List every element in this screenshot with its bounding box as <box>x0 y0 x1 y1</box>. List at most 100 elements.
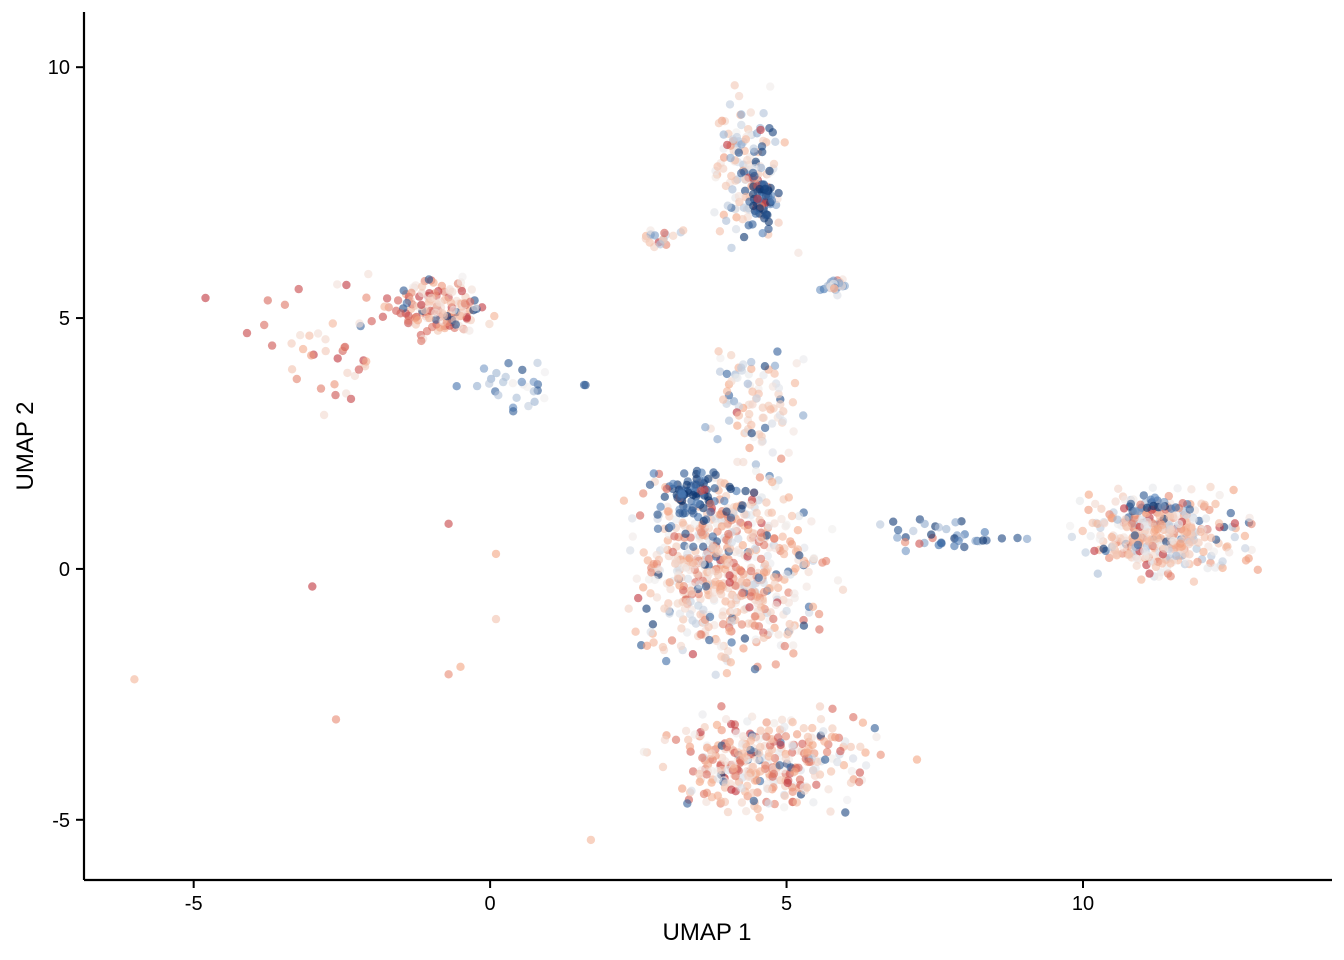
data-point <box>704 474 713 483</box>
data-point <box>417 282 427 291</box>
data-point <box>809 765 818 775</box>
data-point <box>1206 482 1215 492</box>
data-point <box>714 546 723 556</box>
data-point <box>766 82 775 91</box>
data-point <box>790 589 799 598</box>
data-point <box>727 600 736 609</box>
data-point <box>762 732 771 741</box>
data-point <box>362 293 371 302</box>
data-point <box>826 767 836 776</box>
data-point <box>634 593 643 603</box>
data-point <box>792 359 801 368</box>
data-point <box>296 331 305 340</box>
data-point <box>734 192 744 201</box>
data-point <box>1136 500 1145 509</box>
data-point <box>759 371 768 380</box>
data-point <box>649 559 658 569</box>
data-point <box>678 518 687 527</box>
data-point <box>824 785 833 794</box>
data-point <box>762 718 771 727</box>
data-point <box>777 514 786 524</box>
data-point <box>635 511 645 520</box>
data-point <box>721 757 730 766</box>
data-point <box>1206 533 1216 542</box>
data-point <box>759 540 769 550</box>
data-point <box>402 298 412 308</box>
data-point <box>746 592 756 601</box>
data-point <box>700 723 709 732</box>
data-point <box>540 394 549 403</box>
data-point <box>722 507 731 516</box>
data-point <box>680 563 689 573</box>
data-point <box>719 395 728 404</box>
data-point <box>698 753 707 762</box>
data-point <box>1022 534 1032 544</box>
data-point <box>677 489 686 498</box>
data-point <box>435 298 444 307</box>
data-point <box>691 492 701 501</box>
data-point <box>1176 539 1185 548</box>
data-point <box>1091 499 1100 509</box>
data-point <box>753 598 762 608</box>
data-point <box>745 603 754 612</box>
data-point <box>745 547 754 557</box>
data-point <box>319 410 329 420</box>
data-point <box>809 553 819 563</box>
data-point <box>738 588 747 598</box>
data-point <box>1193 557 1202 567</box>
data-point <box>1099 544 1108 553</box>
data-point <box>393 296 403 305</box>
data-point <box>382 294 392 303</box>
data-point <box>698 710 707 719</box>
data-point <box>728 185 737 194</box>
data-point <box>821 556 831 566</box>
data-point <box>750 171 759 181</box>
data-point <box>342 280 351 290</box>
data-point <box>485 379 494 388</box>
data-point <box>1133 540 1143 550</box>
data-point <box>731 373 740 382</box>
data-point <box>460 299 469 308</box>
data-point <box>697 528 706 537</box>
data-point <box>305 331 314 340</box>
data-point <box>752 508 761 517</box>
data-point <box>444 519 453 528</box>
data-point <box>1225 548 1234 557</box>
data-point <box>767 508 776 517</box>
data-point <box>754 573 763 582</box>
data-point <box>893 533 902 542</box>
data-point <box>774 218 783 227</box>
data-point <box>509 407 518 416</box>
data-point <box>711 470 720 480</box>
data-point <box>660 492 669 501</box>
data-point <box>846 742 855 752</box>
data-point <box>756 163 766 173</box>
data-point <box>458 308 467 317</box>
data-point <box>822 747 832 757</box>
data-point <box>738 541 747 550</box>
data-point <box>619 496 629 505</box>
data-point <box>687 786 696 795</box>
data-point <box>756 742 765 752</box>
data-point <box>1109 549 1118 559</box>
data-point <box>425 313 434 323</box>
x-axis-ticks: -5 0 5 10 <box>185 880 1094 915</box>
data-point <box>431 308 440 317</box>
data-point <box>681 529 690 538</box>
data-point <box>417 300 426 309</box>
data-point <box>764 401 773 410</box>
data-point <box>751 209 760 218</box>
data-point <box>737 784 746 793</box>
data-point <box>774 630 783 639</box>
y-tick-label: 5 <box>59 308 70 330</box>
data-point <box>718 620 728 629</box>
data-point <box>701 582 711 591</box>
data-point <box>771 660 780 669</box>
data-point <box>847 766 857 776</box>
y-tick-label: 0 <box>59 559 70 581</box>
data-point <box>723 201 732 210</box>
data-point <box>665 609 674 618</box>
data-point <box>795 551 804 560</box>
data-point <box>1189 577 1199 586</box>
data-point <box>707 793 717 802</box>
